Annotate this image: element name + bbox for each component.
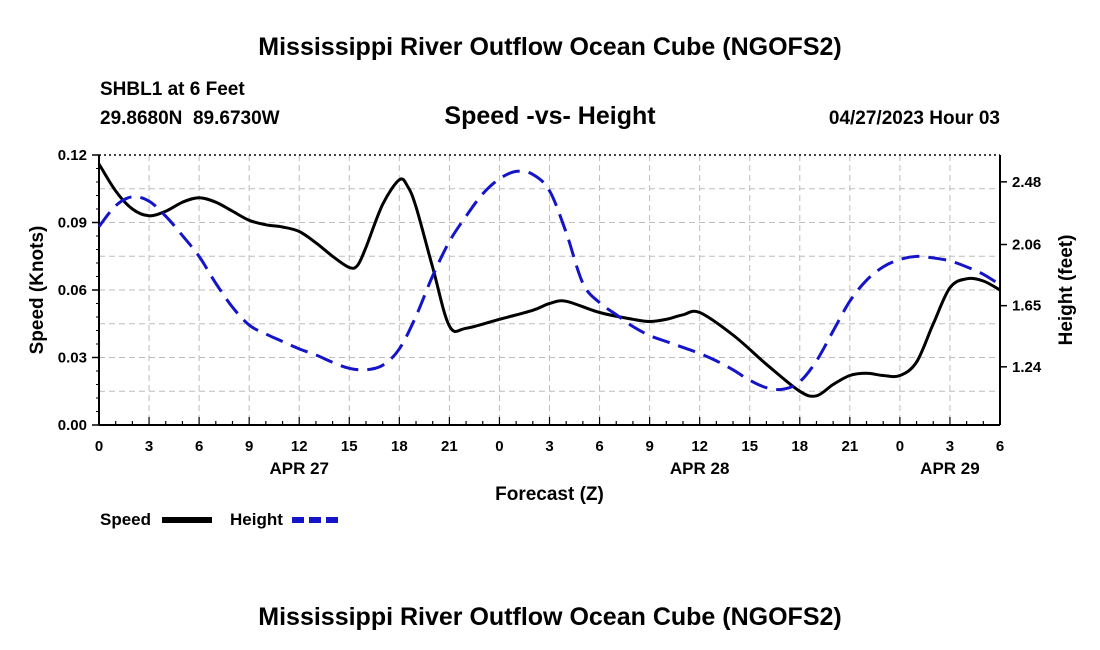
y2-tick-label: 2.48 — [1012, 174, 1041, 191]
x-tick-label: 6 — [996, 438, 1004, 455]
plot-area: 0 3 6 9 12 15 18 21 0 3 6 9 12 15 18 21 0 3 6 APR 27 APR 28 A… — [27, 147, 1077, 529]
y-tick-label: 0.03 — [58, 350, 87, 367]
timestamp-label: 04/27/2023 Hour 03 — [829, 108, 1000, 129]
x-tick-label: 15 — [741, 438, 758, 455]
y-tick-label: 0.09 — [58, 215, 87, 232]
x-tick-label: 9 — [245, 438, 253, 455]
y2-tick-label: 2.06 — [1012, 237, 1041, 254]
x-tick-label: 6 — [595, 438, 603, 455]
x-tick-label: 12 — [691, 438, 708, 455]
y-tick-label: 0.06 — [58, 282, 87, 299]
x-tick-label: 18 — [391, 438, 408, 455]
x-tick-label: 21 — [841, 438, 858, 455]
x-tick-label: 0 — [495, 438, 503, 455]
station-label: SHBL1 at 6 Feet — [100, 79, 245, 100]
x-tick-label: 15 — [341, 438, 358, 455]
date-label: APR 29 — [920, 459, 980, 478]
x-tick-label: 0 — [896, 438, 904, 455]
x-tick-label: 3 — [946, 438, 954, 455]
y-tick-label: 0.00 — [58, 417, 87, 434]
date-label: APR 27 — [269, 459, 329, 478]
coordinates-label: 29.8680N 89.6730W — [100, 108, 280, 129]
x-tick-label: 6 — [195, 438, 203, 455]
x-tick-label: 18 — [791, 438, 808, 455]
x-tick-label: 9 — [645, 438, 653, 455]
x-tick-label: 12 — [291, 438, 308, 455]
y-axis-title-left: Speed (Knots) — [27, 226, 48, 355]
y-tick-label: 0.12 — [58, 147, 87, 164]
x-tick-label: 0 — [95, 438, 103, 455]
x-axis-title: Forecast (Z) — [495, 484, 604, 505]
y2-tick-label: 1.24 — [1012, 359, 1042, 376]
date-label: APR 28 — [670, 459, 730, 478]
legend-label-speed: Speed — [100, 510, 151, 529]
series-line-height — [97, 169, 1001, 392]
x-tick-label: 3 — [545, 438, 553, 455]
x-tick-label: 21 — [441, 438, 458, 455]
series-line-speed — [97, 163, 1001, 398]
legend-label-height: Height — [230, 510, 283, 529]
y2-tick-label: 1.65 — [1012, 298, 1041, 315]
x-tick-label: 3 — [145, 438, 153, 455]
footer-title: Mississippi River Outflow Ocean Cube (NG… — [258, 603, 841, 631]
chart-subtitle: Speed -vs- Height — [444, 102, 656, 130]
chart-title: Mississippi River Outflow Ocean Cube (NG… — [258, 33, 841, 61]
y-axis-title-right: Height (feet) — [1056, 235, 1077, 346]
